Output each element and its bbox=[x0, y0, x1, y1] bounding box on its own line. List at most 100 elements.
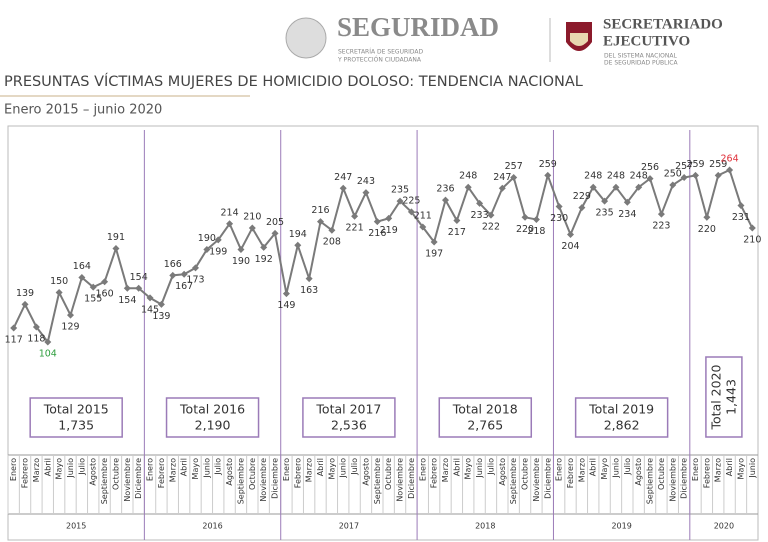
value-label: 210 bbox=[743, 235, 761, 246]
x-tick-label: Agosto bbox=[634, 458, 643, 486]
value-label: 197 bbox=[425, 249, 443, 260]
x-tick-label: Agosto bbox=[361, 458, 370, 486]
x-tick-label: Abril bbox=[452, 458, 461, 476]
x-tick-label: Septiembre bbox=[100, 458, 109, 504]
value-label: 150 bbox=[50, 276, 68, 287]
marker bbox=[385, 214, 393, 222]
x-tick-label: Junio bbox=[66, 458, 75, 479]
total-value: 2,862 bbox=[604, 418, 640, 433]
x-tick-label: Septiembre bbox=[509, 458, 518, 504]
x-tick-label: Diciembre bbox=[271, 458, 280, 499]
marker bbox=[157, 300, 165, 308]
marker bbox=[669, 181, 677, 189]
x-tick-label: Marzo bbox=[714, 458, 723, 482]
group-label: 2016 bbox=[202, 522, 222, 531]
value-label: 211 bbox=[414, 210, 432, 221]
value-label: 199 bbox=[209, 246, 227, 257]
total-name: Total 2019 bbox=[588, 402, 654, 417]
marker bbox=[169, 271, 177, 279]
value-label: 248 bbox=[607, 171, 625, 182]
marker bbox=[419, 223, 427, 231]
brand-sub: Y PROTECCIÓN CIUDADANA bbox=[337, 57, 422, 64]
total-box bbox=[574, 397, 669, 438]
x-tick-label: Octubre bbox=[384, 458, 393, 490]
value-label: 205 bbox=[266, 217, 284, 228]
marker bbox=[112, 244, 120, 252]
x-tick-label: Septiembre bbox=[236, 458, 245, 504]
value-label: 163 bbox=[300, 285, 318, 296]
line bbox=[12, 168, 754, 345]
x-tick-label: Julio bbox=[486, 458, 495, 476]
total-name: Total 2015 bbox=[43, 402, 109, 417]
value-label: 155 bbox=[84, 294, 102, 305]
value-label: 191 bbox=[107, 232, 125, 243]
marker bbox=[453, 217, 461, 225]
marker bbox=[442, 196, 449, 204]
x-tick-label: Septiembre bbox=[373, 458, 382, 504]
x-tick-label: Marzo bbox=[168, 458, 177, 482]
value-label: 222 bbox=[482, 222, 500, 233]
marker bbox=[203, 246, 211, 254]
marker bbox=[407, 208, 415, 216]
value-label: 229 bbox=[573, 191, 591, 202]
x-tick-label: Junio bbox=[475, 458, 484, 479]
marker bbox=[532, 215, 540, 223]
x-tick-label: Enero bbox=[418, 458, 427, 481]
value-label: 248 bbox=[630, 171, 648, 182]
value-label: 230 bbox=[550, 213, 568, 224]
marker bbox=[351, 212, 359, 220]
value-label: 139 bbox=[152, 311, 170, 322]
marker bbox=[339, 184, 347, 192]
total-box bbox=[165, 397, 260, 438]
value-label: 210 bbox=[243, 212, 261, 223]
x-tick-label: Julio bbox=[214, 458, 223, 476]
x-tick-label: Febrero bbox=[430, 458, 439, 488]
frame bbox=[7, 125, 759, 541]
value-label: 259 bbox=[686, 159, 704, 170]
x-tick-label: Abril bbox=[725, 458, 734, 476]
value-label: 221 bbox=[346, 223, 364, 234]
value-label: 173 bbox=[186, 274, 204, 285]
marker bbox=[657, 210, 665, 218]
marker bbox=[635, 183, 643, 191]
total-value: 1,735 bbox=[58, 418, 94, 433]
x-tick-label: Abril bbox=[180, 458, 189, 476]
marker bbox=[328, 226, 336, 234]
value-label: 104 bbox=[39, 349, 57, 360]
chart-subtitle: Enero 2015 – junio 2020 bbox=[4, 103, 162, 118]
secretariat: SECRETARIADO bbox=[603, 16, 723, 32]
x-tick-label: Marzo bbox=[305, 458, 314, 482]
x-tick-label: Febrero bbox=[157, 458, 166, 488]
emblem bbox=[285, 17, 327, 59]
x-tick-label: Noviembre bbox=[259, 458, 268, 502]
value-label: 194 bbox=[289, 229, 307, 240]
marker bbox=[578, 204, 586, 212]
x-tick-label: Mayo bbox=[191, 458, 200, 480]
total-value: 2,536 bbox=[331, 418, 367, 433]
marker bbox=[589, 183, 597, 191]
value-label: 218 bbox=[527, 226, 545, 237]
x-tick-label: Noviembre bbox=[668, 458, 677, 502]
brand-sub: SECRETARÍA DE SEGURIDAD bbox=[338, 49, 424, 56]
marker bbox=[567, 231, 574, 238]
value-label: 236 bbox=[436, 184, 454, 195]
marker bbox=[101, 278, 109, 286]
marker bbox=[192, 264, 199, 272]
brand: SEGURIDAD bbox=[337, 12, 499, 42]
value-label: 217 bbox=[448, 227, 466, 238]
group-label: 2018 bbox=[475, 522, 495, 531]
value-label: 257 bbox=[505, 161, 523, 172]
x-tick-label: Marzo bbox=[577, 458, 586, 482]
value-label: 247 bbox=[493, 172, 511, 183]
group-label: 2017 bbox=[339, 522, 359, 531]
total-box bbox=[29, 397, 123, 438]
value-label: 145 bbox=[141, 304, 159, 315]
secretariat: EJECUTIVO bbox=[603, 33, 690, 49]
marker bbox=[646, 175, 654, 183]
marker bbox=[237, 246, 245, 254]
total-value: 2,765 bbox=[467, 418, 503, 433]
marker bbox=[612, 183, 620, 191]
marker bbox=[703, 213, 711, 221]
x-tick-label: Octubre bbox=[521, 458, 530, 490]
value-label: 264 bbox=[721, 154, 739, 165]
